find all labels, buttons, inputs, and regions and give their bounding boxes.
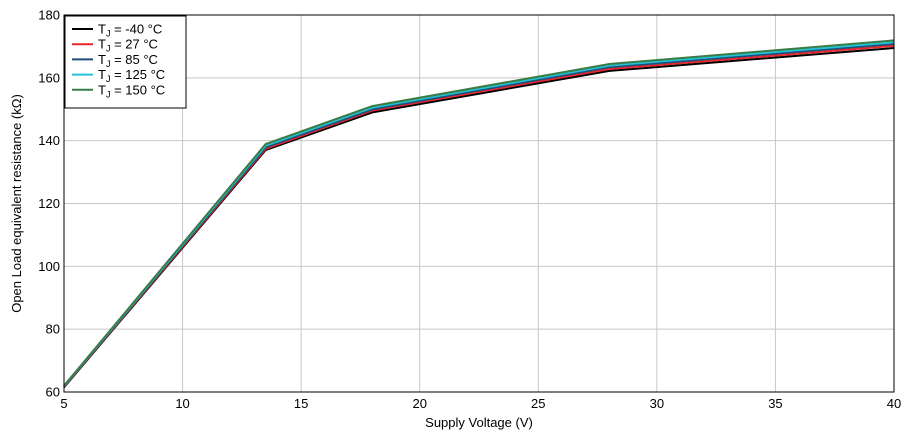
legend-series-name: 125 °C [125,67,165,82]
x-tick-label: 30 [650,396,664,411]
legend-item: TJ = -40 °C [72,22,162,39]
legend-symbol: T [98,22,106,37]
x-tick-label: 40 [887,396,901,411]
y-tick-label: 80 [46,322,60,337]
series-line-1 [63,44,895,388]
series-line-2 [63,42,895,387]
series-line-0 [63,47,895,388]
y-axis-title: Open Load equivalent resistance (kΩ) [9,94,24,313]
legend-subscript: J [106,74,111,84]
legend-equals: = [110,67,125,82]
legend-equals: = [110,22,125,37]
legend-label: TJ = 85 °C [98,52,158,69]
legend-symbol: T [98,37,106,52]
legend-subscript: J [106,59,111,69]
legend-item: TJ = 27 °C [72,37,158,54]
x-axis-title: Supply Voltage (V) [425,415,533,430]
y-tick-label: 120 [38,196,60,211]
x-tick-label: 10 [175,396,189,411]
legend-symbol: T [98,67,106,82]
series-line-4 [63,39,895,387]
y-tick-label: 140 [38,133,60,148]
plot-frame [63,14,895,393]
legend-equals: = [110,52,125,67]
x-tick-label: 25 [531,396,545,411]
legend: TJ = -40 °CTJ = 27 °CTJ = 85 °CTJ = 125 … [64,15,187,109]
y-tick-label: 60 [46,385,60,400]
y-tick-label: 100 [38,259,60,274]
legend-symbol: T [98,52,106,67]
legend-label: TJ = 125 °C [98,67,165,84]
grid-layer [64,15,894,392]
y-tick-label: 160 [38,70,60,85]
legend-label: TJ = -40 °C [98,22,162,39]
y-tick-label: 180 [38,8,60,23]
legend-symbol: T [98,82,106,97]
tick-layer: 5 10 15 20 25 30 35 40 60 80 100 120 140 160 180 [38,8,901,412]
legend-series-name: 150 °C [125,82,165,97]
x-tick-label: 35 [768,396,782,411]
legend-label: TJ = 150 °C [98,82,165,99]
legend-subscript: J [106,29,111,39]
series-layer [63,39,895,388]
legend-equals: = [110,82,125,97]
legend-subscript: J [106,44,111,54]
x-tick-label: 5 [60,396,67,411]
x-tick-label: 15 [294,396,308,411]
legend-item: TJ = 150 °C [72,82,165,99]
legend-series-name: -40 °C [125,22,162,37]
legend-series-name: 85 °C [125,52,158,67]
legend-box [64,15,187,109]
legend-item: TJ = 125 °C [72,67,165,84]
legend-label: TJ = 27 °C [98,37,158,54]
legend-item: TJ = 85 °C [72,52,158,69]
legend-equals: = [110,37,125,52]
x-tick-label: 20 [412,396,426,411]
legend-series-name: 27 °C [125,37,158,52]
legend-subscript: J [106,89,111,99]
